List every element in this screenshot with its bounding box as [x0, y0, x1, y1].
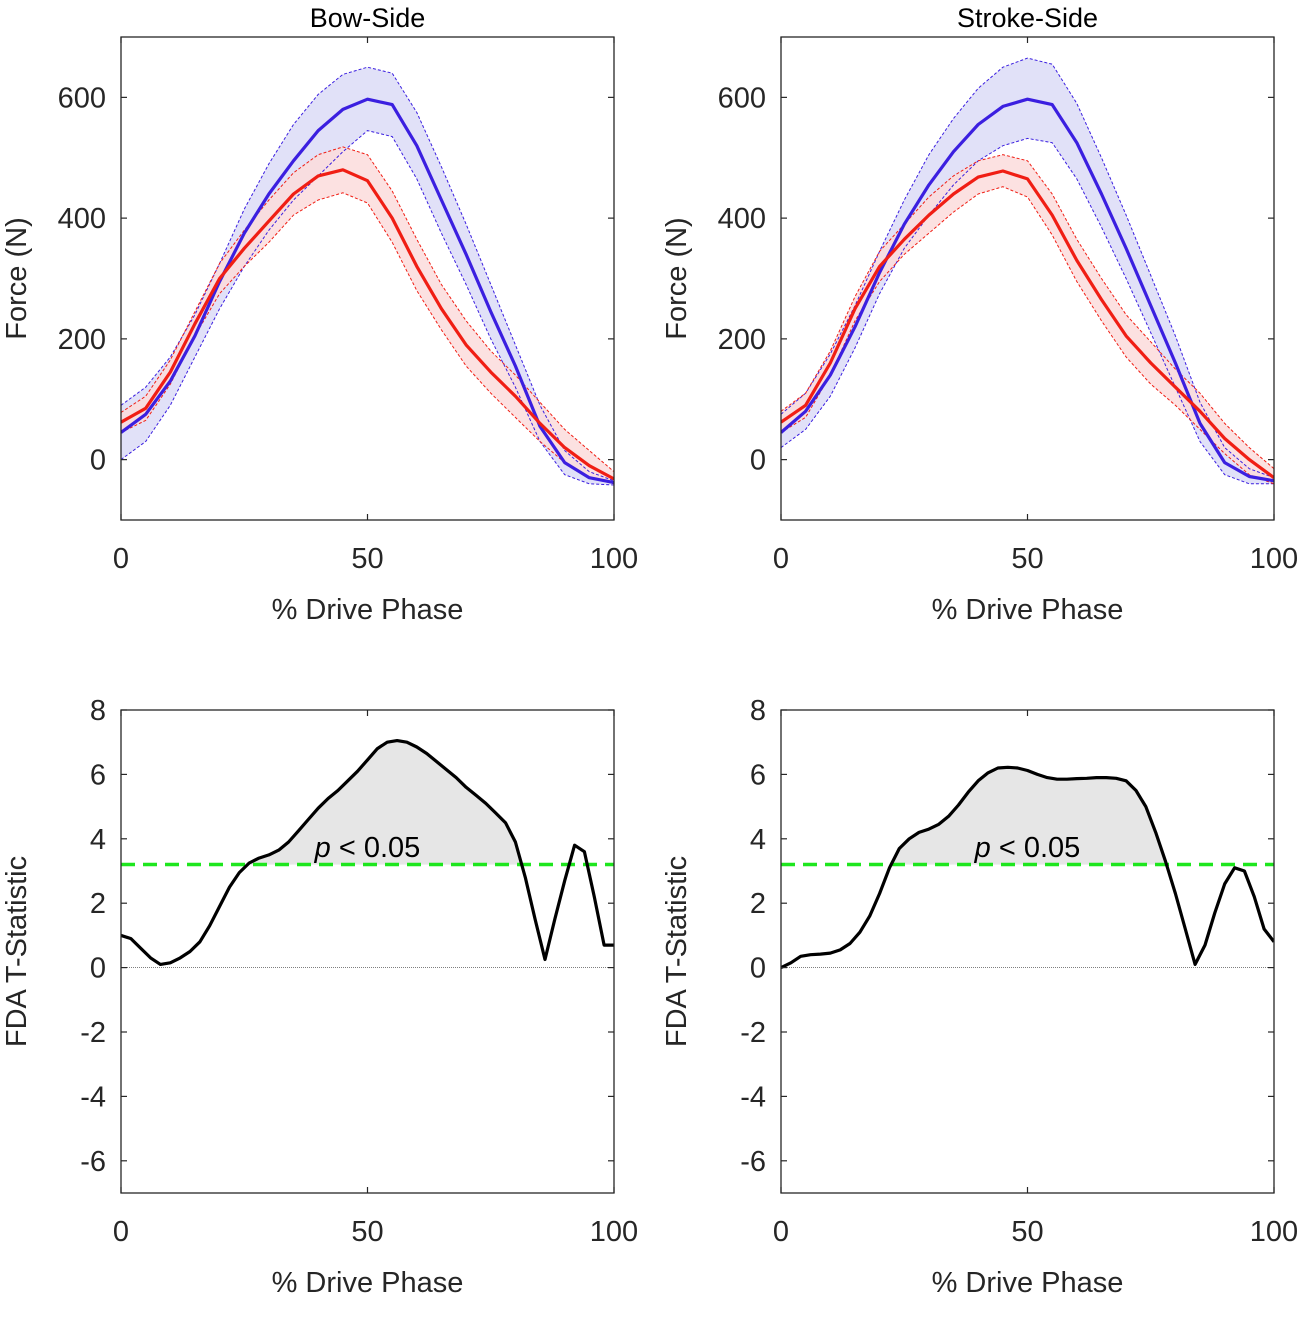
- upper-bound-line-1: [781, 57, 1274, 479]
- x-axis-label: % Drive Phase: [932, 594, 1124, 626]
- t-statistic-line: [781, 765, 1274, 970]
- mean-line-1: [121, 97, 614, 485]
- lower-bound-line-1: [781, 137, 1274, 485]
- significance-region: [891, 767, 1167, 865]
- plot-area: [781, 765, 1274, 970]
- y-axis-label: Force (N): [661, 217, 693, 339]
- chart-panel-2: 0 50 100 0 200 400 600 % Drive Phase Force (N) St…: [661, 3, 1298, 626]
- upper-bound-line-1: [121, 66, 614, 482]
- chart-panel-4: p < 0.05 0 50 100 -6 -4 -2 0 2 4 6 8 % Drive Phase FD…: [661, 695, 1298, 1299]
- lower-bound-line-2: [121, 192, 614, 485]
- mean-line-2: [121, 168, 614, 481]
- y-axis-label: FDA T-Statistic: [661, 856, 693, 1047]
- x-tick-label: 0: [113, 1216, 129, 1248]
- y-tick-label: 0: [750, 445, 766, 477]
- lower-bound-line-1: [121, 130, 614, 486]
- x-tick-label: 50: [351, 1216, 383, 1248]
- x-axis-label: % Drive Phase: [272, 1267, 464, 1299]
- x-tick-label: 50: [1011, 543, 1043, 575]
- y-tick-label: -6: [740, 1146, 766, 1178]
- y-tick-label: 400: [58, 203, 106, 235]
- y-axis-label: FDA T-Statistic: [1, 856, 33, 1047]
- y-tick-label: -2: [740, 1017, 766, 1049]
- plot-area: [781, 57, 1274, 485]
- x-tick-label: 50: [1011, 1216, 1043, 1248]
- y-tick-label: 400: [718, 203, 766, 235]
- y-tick-label: -2: [80, 1017, 106, 1049]
- x-tick-label: 0: [773, 543, 789, 575]
- y-tick-label: 2: [750, 888, 766, 920]
- t-statistic-line: [121, 739, 614, 966]
- x-tick-label: 0: [113, 543, 129, 575]
- x-tick-label: 100: [1250, 543, 1298, 575]
- upper-bound-line-2: [781, 154, 1274, 470]
- significance-region: [247, 740, 522, 865]
- chart-panel-3: p < 0.05 0 50 100 -6 -4 -2 0 2 4 6 8 % Drive Phase FD…: [1, 695, 638, 1299]
- y-tick-label: 600: [58, 82, 106, 114]
- x-tick-label: 50: [351, 543, 383, 575]
- y-tick-label: 200: [58, 324, 106, 356]
- x-tick-label: 100: [590, 543, 638, 575]
- plot-area: [121, 739, 614, 968]
- upper-bound-line-2: [121, 146, 614, 473]
- y-tick-label: 8: [750, 695, 766, 727]
- significance-annotation: p < 0.05: [974, 832, 1081, 864]
- plot-area: [121, 66, 614, 486]
- x-tick-label: 0: [773, 1216, 789, 1248]
- y-tick-label: 6: [750, 759, 766, 791]
- y-tick-label: 8: [90, 695, 106, 727]
- y-tick-label: 0: [90, 953, 106, 985]
- mean-line-2: [781, 169, 1274, 479]
- x-axis-label: % Drive Phase: [932, 1267, 1124, 1299]
- panel-title: Stroke-Side: [957, 3, 1098, 33]
- confidence-band-2: [781, 154, 1274, 484]
- y-tick-label: -4: [80, 1081, 106, 1113]
- x-tick-label: 100: [590, 1216, 638, 1248]
- x-axis-label: % Drive Phase: [272, 594, 464, 626]
- y-axis-label: Force (N): [1, 217, 33, 339]
- chart-panel-1: 0 50 100 0 200 400 600 % Drive Phase Force (N) Bo…: [1, 3, 638, 626]
- y-tick-label: 2: [90, 888, 106, 920]
- y-tick-label: 0: [750, 953, 766, 985]
- y-tick-label: 200: [718, 324, 766, 356]
- y-tick-label: 6: [90, 759, 106, 791]
- y-tick-label: -6: [80, 1146, 106, 1178]
- panel-title: Bow-Side: [310, 3, 426, 33]
- y-tick-label: 600: [718, 82, 766, 114]
- mean-line-1: [781, 97, 1274, 483]
- y-tick-label: 0: [90, 445, 106, 477]
- significance-annotation: p < 0.05: [314, 832, 421, 864]
- x-tick-label: 100: [1250, 1216, 1298, 1248]
- y-tick-label: 4: [750, 824, 766, 856]
- y-tick-label: 4: [90, 824, 106, 856]
- y-tick-label: -4: [740, 1081, 766, 1113]
